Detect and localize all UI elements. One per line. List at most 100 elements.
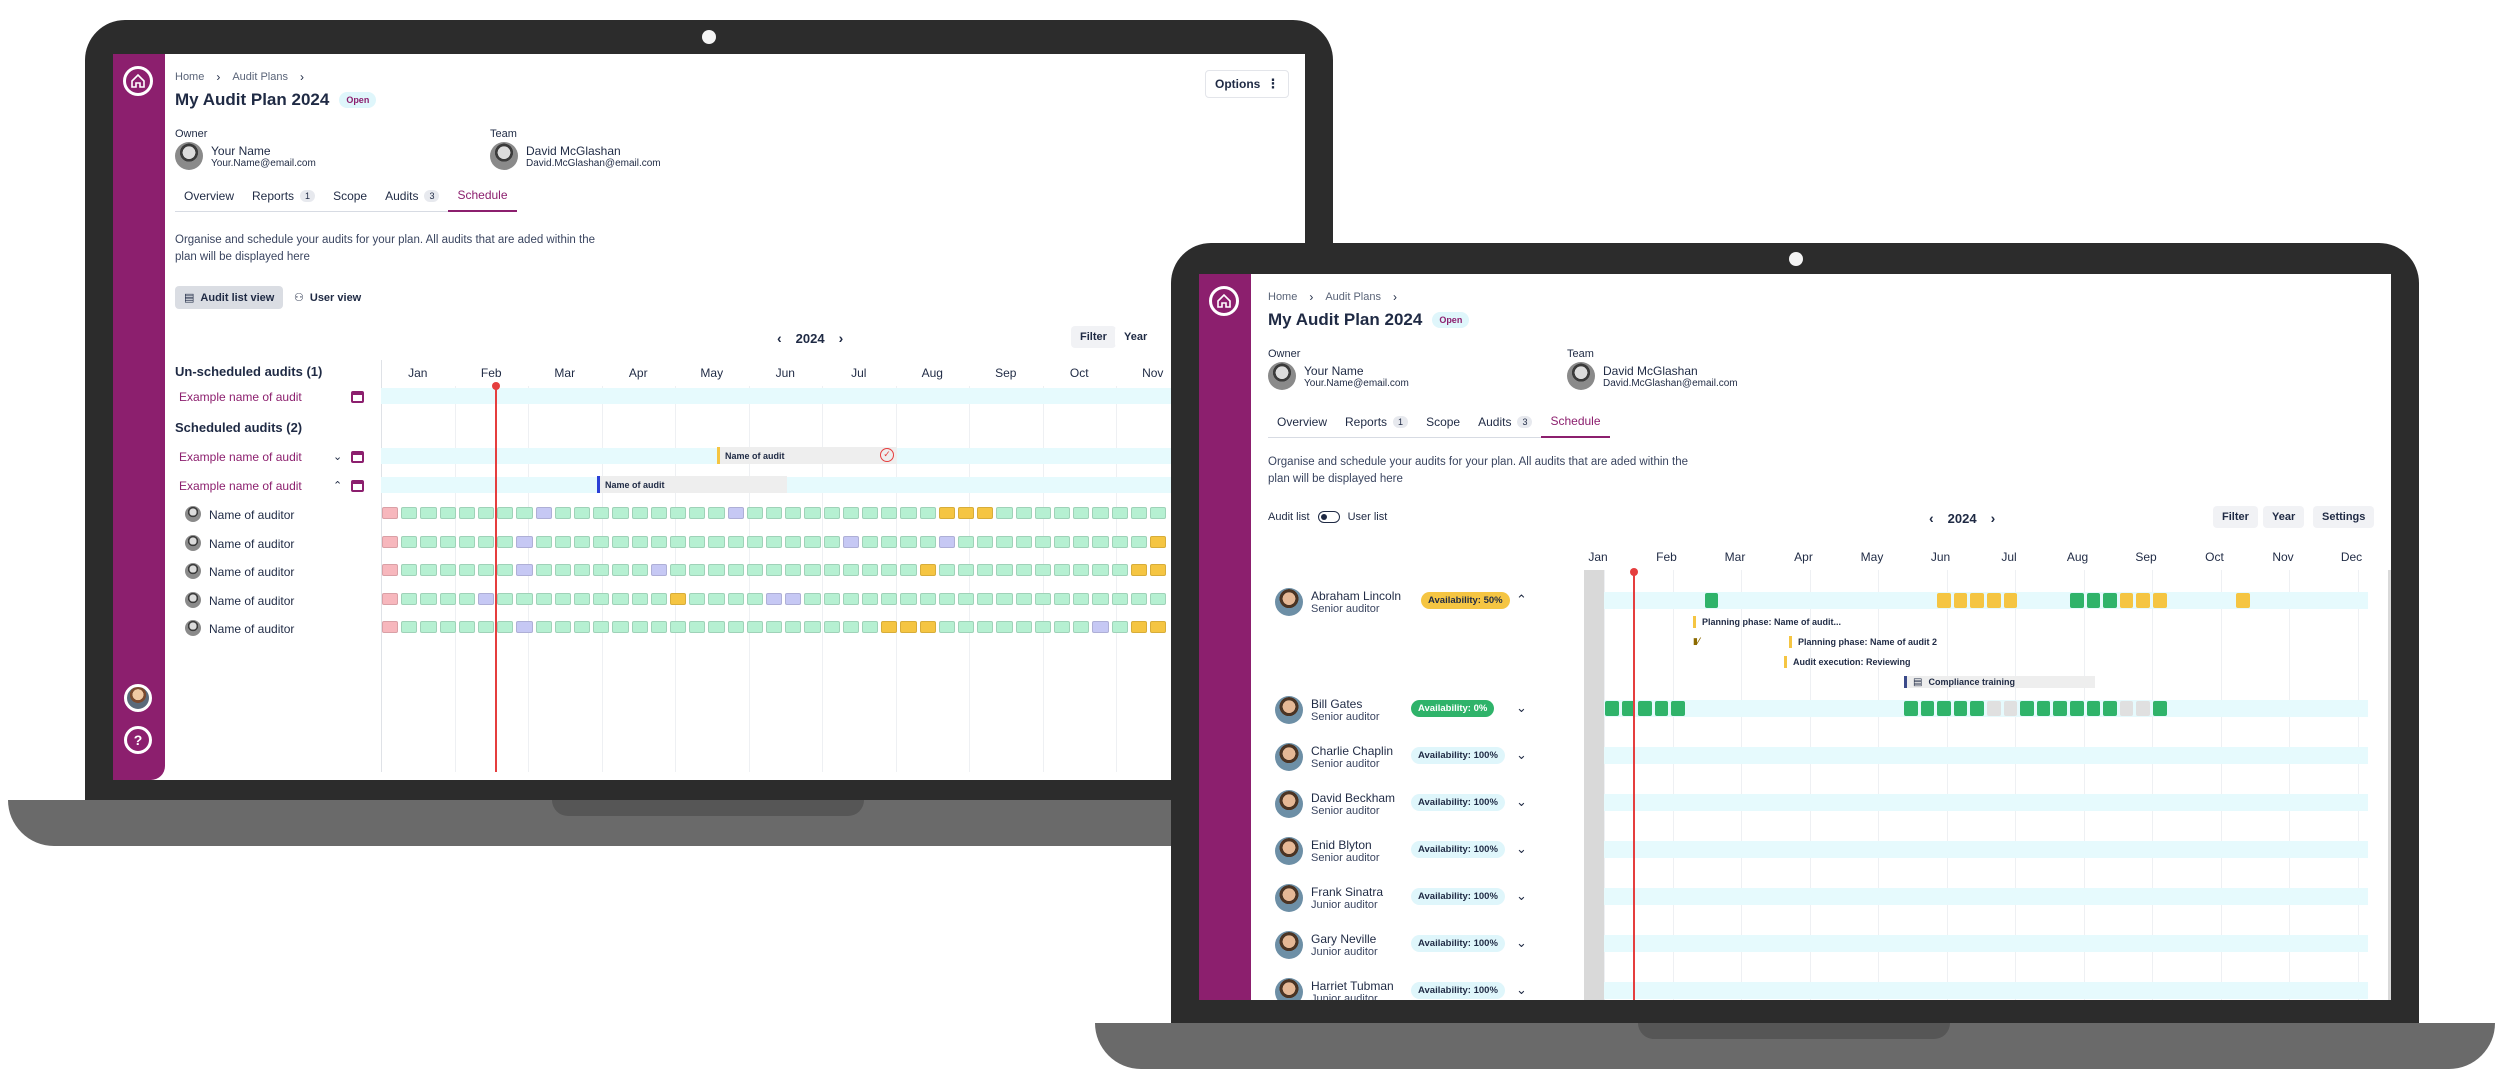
breadcrumb-item[interactable]: Audit Plans [1325, 291, 1381, 303]
filter-button[interactable]: Filter [2213, 506, 2258, 528]
phase-marker [1789, 636, 1792, 648]
availability-cell [1621, 701, 1636, 716]
team-email: David.McGlashan@email.com [526, 157, 661, 169]
phase-bar[interactable]: Planning phase: Name of audit... [1693, 616, 1841, 628]
options-label: Options [1215, 77, 1261, 91]
audit-list-view-button[interactable]: ▤ Audit list view [175, 286, 284, 309]
availability-cell [708, 621, 725, 633]
tab-reports[interactable]: Reports 1 [243, 183, 324, 211]
availability-cell [881, 621, 898, 633]
chevron-down-icon[interactable]: ⌄ [1516, 747, 1527, 762]
user-name: Bill Gates [1311, 697, 1363, 711]
phase-label: Planning phase: Name of audit 2 [1798, 637, 1938, 647]
help-button[interactable]: ? [124, 726, 152, 754]
month-label: Oct [2205, 550, 2224, 564]
availability-cell [2070, 593, 2084, 608]
availability-cell [727, 564, 744, 576]
audit-bar[interactable]: Name of audit [597, 476, 787, 493]
phase-bar[interactable]: ▤ Compliance training [1904, 676, 2095, 688]
tab-schedule[interactable]: Schedule [448, 182, 517, 212]
availability-cell [574, 564, 591, 576]
audit-bar[interactable]: Name of audit [717, 447, 897, 464]
month-label: Feb [480, 366, 502, 380]
chevron-down-icon[interactable]: ⌄ [1516, 700, 1527, 715]
availability-cell [977, 535, 994, 548]
phase-bar[interactable]: Planning phase: Name of audit 2 [1789, 636, 1937, 648]
tab-reports[interactable]: Reports 1 [1336, 409, 1417, 437]
availability-cell [1970, 701, 1984, 716]
tab-overview[interactable]: Overview [175, 183, 243, 211]
calendar-icon[interactable] [351, 391, 364, 403]
phase-bar[interactable]: Audit execution: Reviewing [1784, 656, 1911, 668]
chevron-up-icon[interactable]: ⌃ [333, 480, 343, 492]
tab-overview[interactable]: Overview [1268, 409, 1336, 437]
tab-audits[interactable]: Audits 3 [1469, 409, 1541, 437]
breadcrumb: Home › Audit Plans › [175, 70, 304, 84]
tab-label: Schedule [457, 188, 508, 202]
availability-cell [689, 564, 706, 576]
availability-cell [631, 564, 648, 576]
availability-cell [766, 564, 783, 576]
calendar-icon[interactable] [351, 451, 364, 463]
audit-link[interactable]: Example name of audit [179, 450, 302, 464]
chevron-down-icon[interactable]: ⌄ [1516, 982, 1527, 997]
availability-cell [420, 564, 437, 576]
filter-button[interactable]: Filter [1071, 326, 1116, 348]
unscheduled-title: Un-scheduled audits (1) [175, 364, 323, 379]
tab-scope[interactable]: Scope [1417, 409, 1469, 437]
team-person: David McGlashan David.McGlashan@email.com [490, 142, 661, 170]
check-circle-icon[interactable]: ✓ [880, 448, 894, 462]
today-marker [1629, 568, 1638, 576]
availability-cell [1130, 564, 1147, 576]
availability-cell [1130, 621, 1147, 633]
chevron-down-icon[interactable]: ⌄ [1516, 794, 1527, 809]
tab-scope[interactable]: Scope [324, 183, 376, 211]
availability-cell [631, 621, 648, 633]
chevron-right-icon[interactable]: › [1990, 510, 1996, 526]
year-navigation: ‹ 2024 › [1929, 510, 1995, 526]
timeline-left-border [381, 360, 382, 772]
user-avatar[interactable] [124, 684, 152, 712]
month-label: Jul [851, 366, 867, 380]
calendar-icon[interactable] [351, 480, 364, 492]
availability-cell [670, 507, 687, 519]
availability-cell [1073, 592, 1090, 605]
toggle-switch[interactable] [1317, 511, 1340, 523]
availability-cell [593, 621, 610, 633]
breadcrumb-item[interactable]: Home [175, 71, 205, 83]
availability-cell [766, 592, 783, 605]
settings-button[interactable]: Settings [2313, 506, 2375, 528]
availability-cell [401, 507, 418, 519]
chevron-left-icon[interactable]: ‹ [1929, 510, 1934, 526]
user-role: Senior auditor [1311, 758, 1380, 770]
left-laptop-camera [702, 30, 716, 44]
chevron-down-icon[interactable]: ⌄ [1516, 935, 1527, 950]
chevron-down-icon[interactable]: ⌄ [1516, 841, 1527, 856]
month-label: Mar [554, 366, 576, 380]
audit-link[interactable]: Example name of audit [179, 390, 302, 404]
tab-schedule[interactable]: Schedule [1541, 408, 1610, 438]
chevron-left-icon[interactable]: ‹ [777, 330, 782, 346]
month-label: Dec [2340, 550, 2363, 564]
audit-link[interactable]: Example name of audit [179, 479, 302, 493]
breadcrumb-item[interactable]: Home [1268, 291, 1298, 303]
breadcrumb-item[interactable]: Audit Plans [232, 71, 288, 83]
view-toggle[interactable]: Audit list User list [1268, 511, 1387, 523]
right-laptop-hinge [1638, 1023, 1950, 1039]
options-button[interactable]: Options ⋮ [1205, 70, 1290, 98]
chevron-right-icon[interactable]: › [838, 330, 844, 346]
chevron-down-icon[interactable]: ⌄ [333, 451, 343, 463]
user-name: Frank Sinatra [1311, 885, 1384, 899]
chevron-down-icon[interactable]: ⌄ [1516, 888, 1527, 903]
home-button[interactable] [1209, 286, 1239, 316]
month-gridline [1116, 386, 1117, 772]
availability-cell [2153, 701, 2167, 716]
chevron-down-icon[interactable]: ⌃ [1516, 592, 1527, 607]
tab-audits[interactable]: Audits 3 [376, 183, 448, 211]
availability-cell [804, 621, 821, 633]
home-button[interactable] [123, 66, 153, 96]
user-view-button[interactable]: ⚇ User view [285, 286, 371, 309]
year-button[interactable]: Year [1115, 326, 1157, 348]
year-button[interactable]: Year [2263, 506, 2305, 528]
month-label: May [700, 366, 724, 380]
